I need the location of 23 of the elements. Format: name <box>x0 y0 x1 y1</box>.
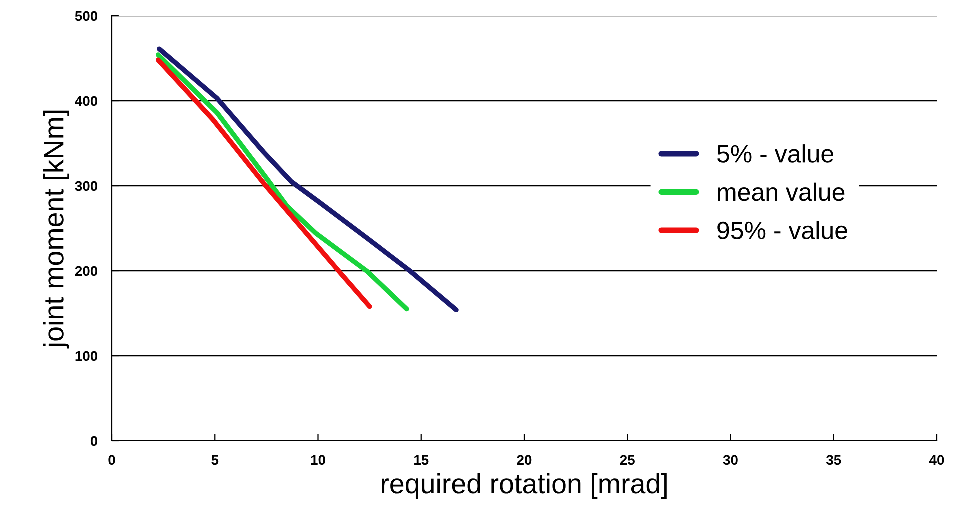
y-tick-label: 500 <box>75 11 98 22</box>
x-tick-label: 15 <box>414 455 429 466</box>
y-axis-title: joint moment [kNm] <box>43 110 70 349</box>
x-tick-label: 25 <box>620 455 635 466</box>
x-tick-label: 5 <box>212 455 219 466</box>
y-tick-label: 300 <box>75 181 98 192</box>
legend-label: mean value <box>718 182 845 202</box>
x-tick-label: 10 <box>311 455 326 466</box>
x-tick-label: 20 <box>517 455 532 466</box>
x-tick-label: 35 <box>826 455 842 466</box>
legend-label: 95% - value <box>718 221 848 240</box>
y-tick-label: 0 <box>90 436 98 446</box>
line-series <box>156 52 410 312</box>
x-tick-label: 0 <box>108 455 116 466</box>
x-tick-label: 40 <box>929 455 944 466</box>
y-tick-label: 200 <box>75 266 98 276</box>
legend-label: 5% - value <box>717 144 834 163</box>
y-tick-label: 100 <box>76 351 98 362</box>
x-tick-label: 30 <box>723 455 738 466</box>
y-tick-label: 400 <box>75 96 98 106</box>
line-series <box>156 58 372 310</box>
x-axis-title: required rotation [mrad] <box>382 473 667 500</box>
line-series <box>157 46 459 313</box>
